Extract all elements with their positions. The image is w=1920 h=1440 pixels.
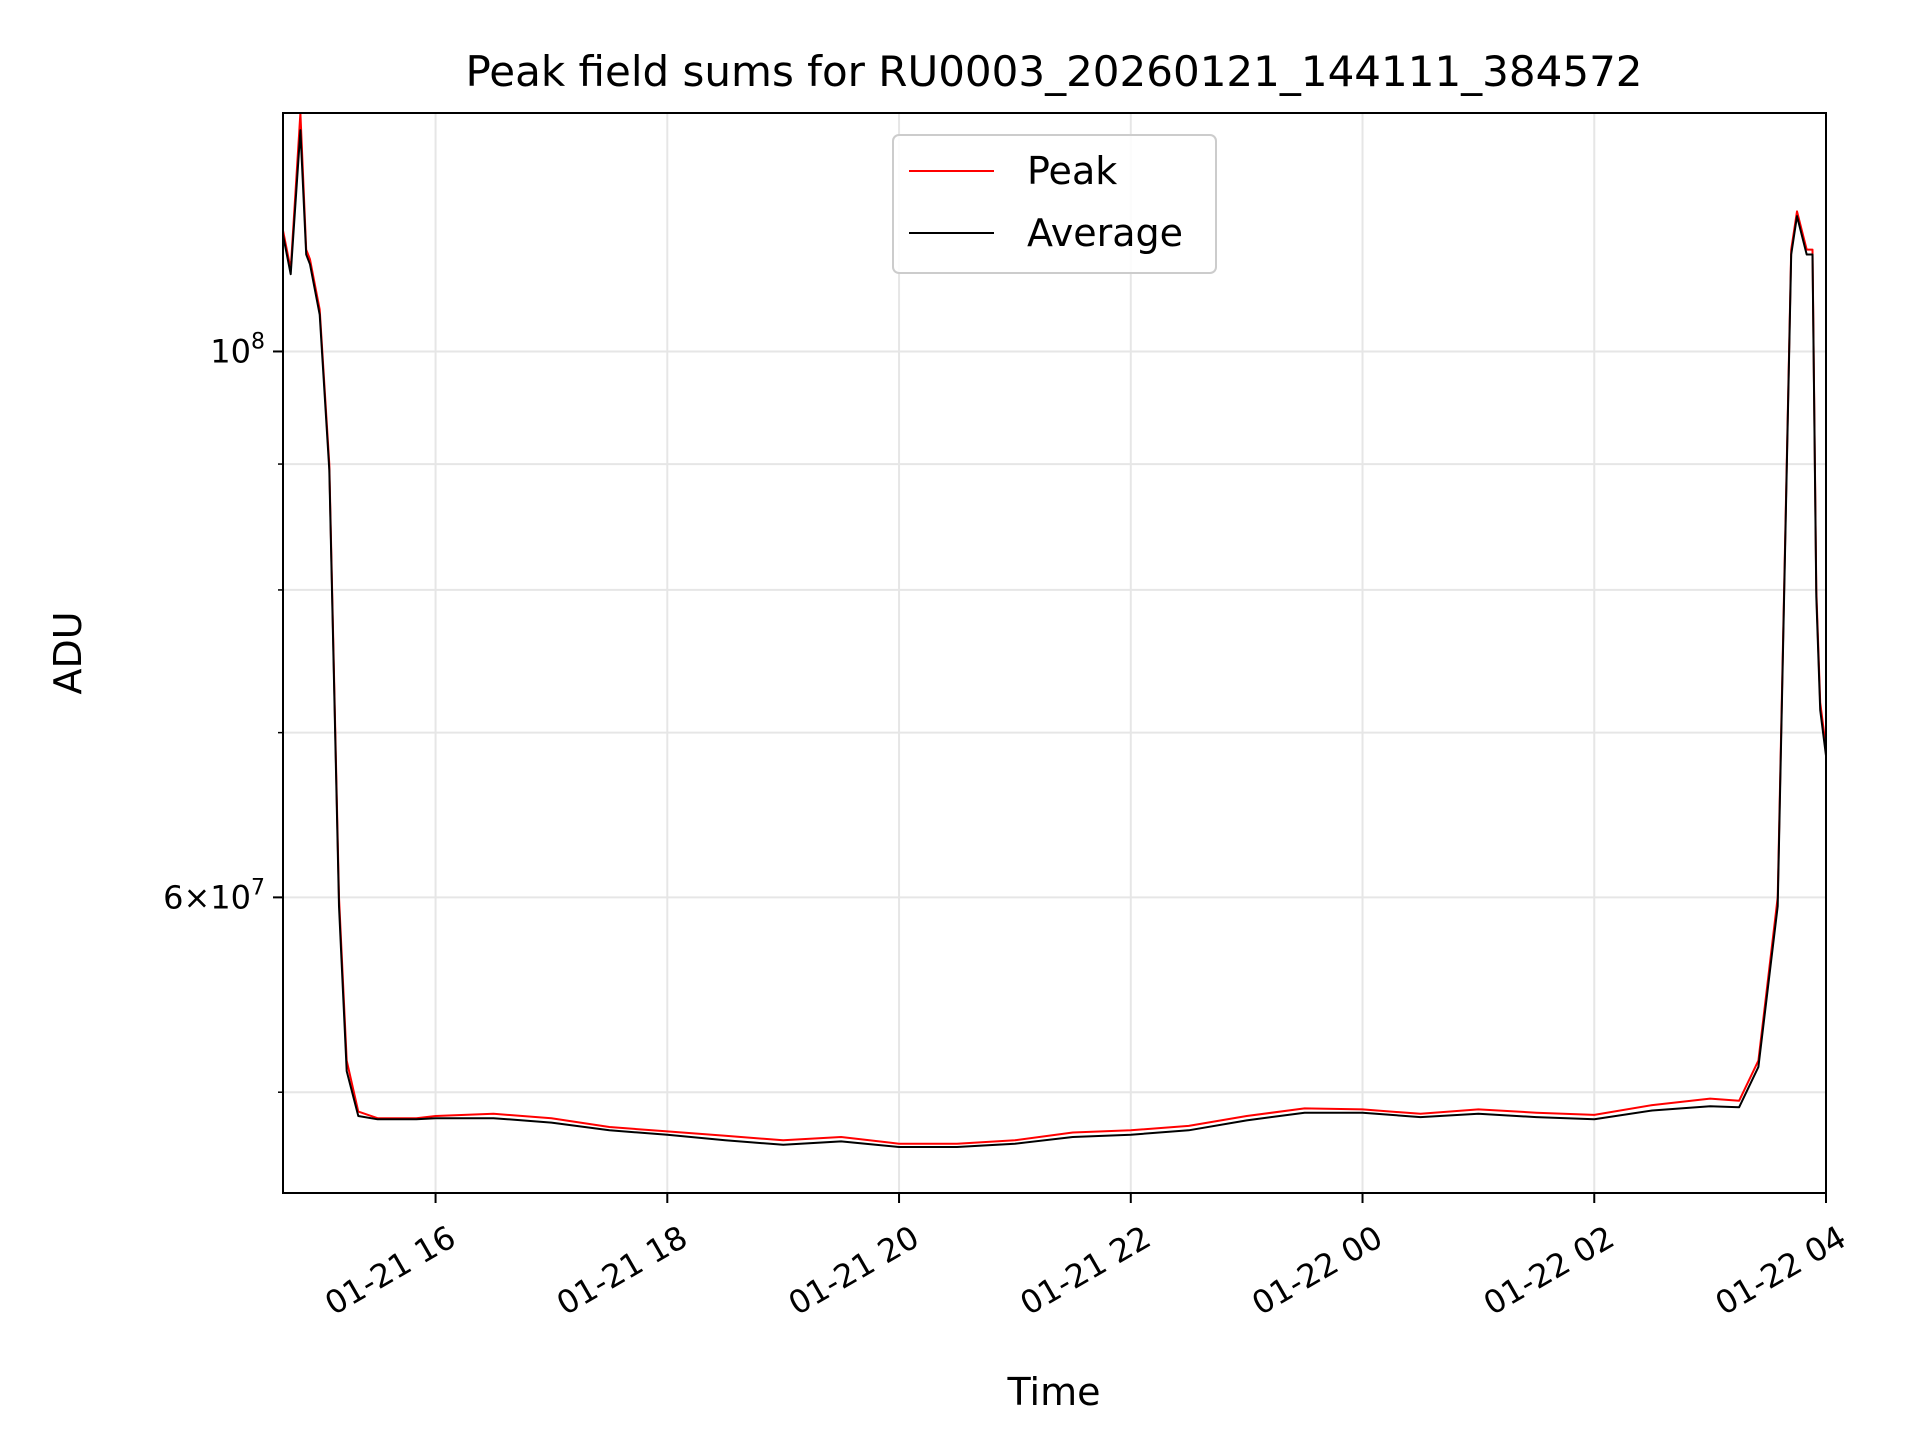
x-tick-label: 01-21 22 xyxy=(1014,1218,1158,1323)
x-axis: 01-21 16 01-21 18 01-21 20 01-21 22 01-22 00… xyxy=(318,1193,1852,1323)
legend-box xyxy=(892,134,1217,274)
grid xyxy=(283,113,1827,1193)
y-tick-label: 6×107 xyxy=(163,875,265,916)
legend-label-average: Average xyxy=(1027,211,1183,255)
x-tick-label: 01-21 18 xyxy=(550,1218,694,1323)
x-tick-label: 01-22 02 xyxy=(1477,1218,1621,1323)
legend: Peak Average xyxy=(892,134,1217,274)
x-tick-label: 01-21 16 xyxy=(318,1218,462,1323)
y-tick-label: 108 xyxy=(210,329,265,370)
series-line-average xyxy=(283,129,1826,1148)
x-tick-label: 01-22 00 xyxy=(1245,1218,1389,1323)
series-layer xyxy=(283,113,1826,1148)
legend-label-peak: Peak xyxy=(1027,149,1117,193)
y-axis: 108 6×107 xyxy=(163,329,283,1093)
chart-title: Peak field sums for RU0003_20260121_1441… xyxy=(465,47,1642,96)
x-axis-label: Time xyxy=(1007,1370,1101,1414)
plot-frame xyxy=(282,112,1827,1194)
x-tick-label: 01-21 20 xyxy=(782,1218,926,1323)
x-tick-label: 01-22 04 xyxy=(1709,1218,1853,1323)
y-axis-label: ADU xyxy=(46,611,90,694)
